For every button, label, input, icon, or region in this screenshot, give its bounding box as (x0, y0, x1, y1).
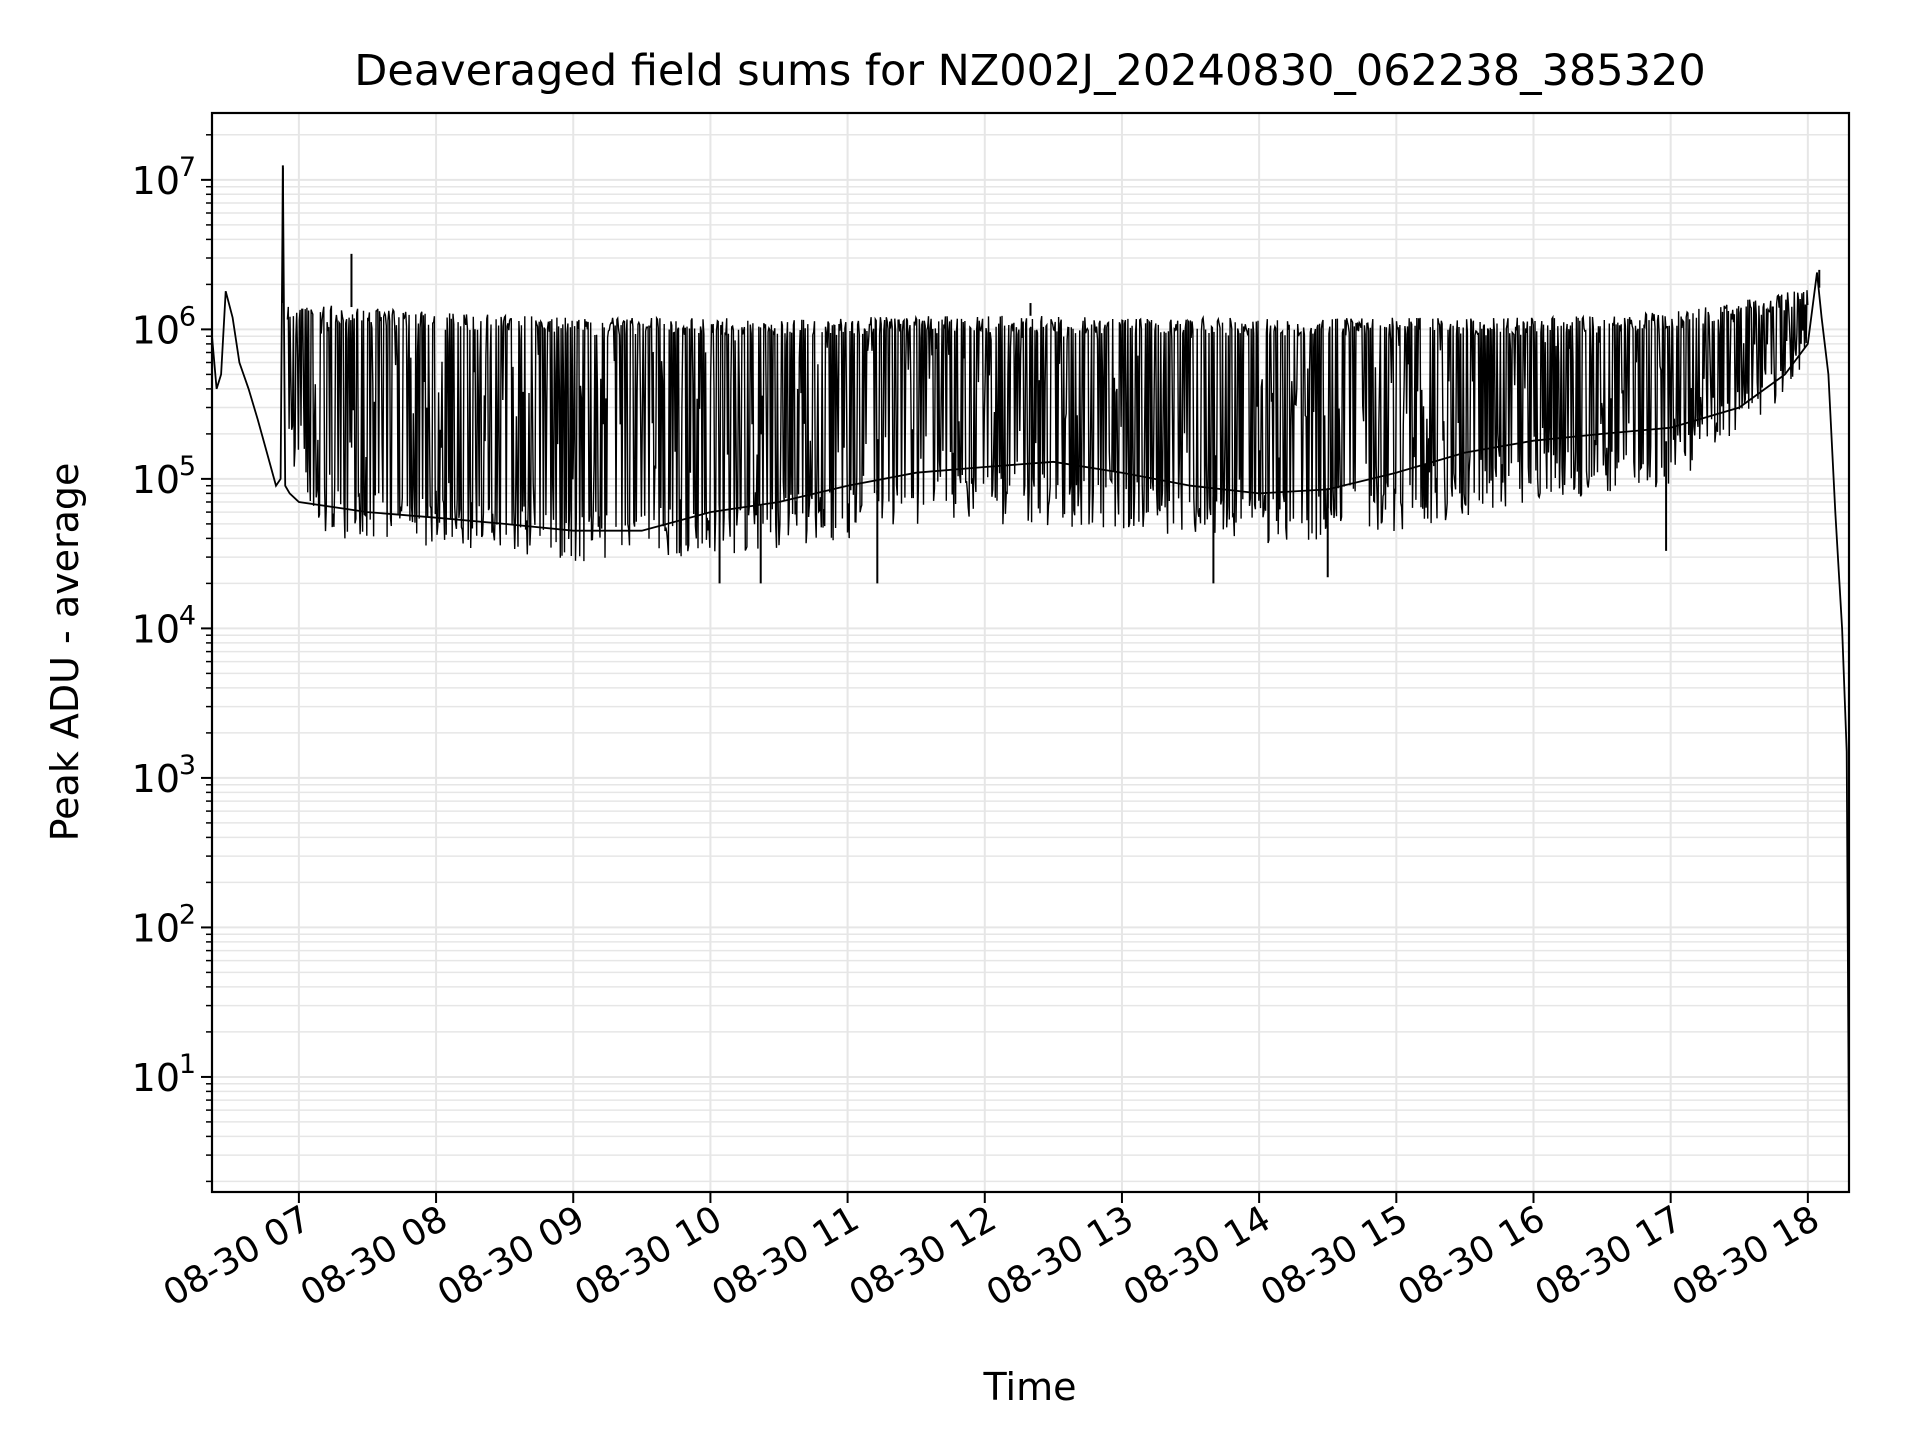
y-tick-exponent: 7 (179, 152, 196, 183)
data-band (286, 290, 1809, 562)
data-series (211, 165, 1850, 1156)
y-tick-exponent: 5 (179, 451, 196, 482)
y-tick-exponent: 6 (179, 301, 196, 332)
series-line (211, 167, 1850, 1156)
chart-title: Deaveraged field sums for NZ002J_2024083… (354, 46, 1705, 96)
major-grid (212, 113, 1849, 1192)
y-tick-exponent: 1 (179, 1049, 196, 1080)
y-tick-label: 10 (132, 607, 180, 651)
y-tick-label: 10 (132, 1056, 180, 1100)
y-tick-label: 10 (132, 308, 180, 352)
x-axis-label: Time (983, 1365, 1077, 1409)
y-tick-label: 10 (132, 159, 180, 203)
y-tick-label: 10 (132, 458, 180, 502)
band-trace (286, 290, 1809, 562)
plot-frame (210, 111, 1851, 1194)
y-tick-label: 10 (132, 757, 180, 801)
y-tick-label: 10 (132, 906, 180, 950)
y-tick-exponent: 2 (179, 899, 196, 930)
y-tick-exponent: 4 (179, 600, 196, 631)
y-axis-label: Peak ADU - average (43, 463, 87, 842)
y-tick-exponent: 3 (179, 750, 196, 781)
